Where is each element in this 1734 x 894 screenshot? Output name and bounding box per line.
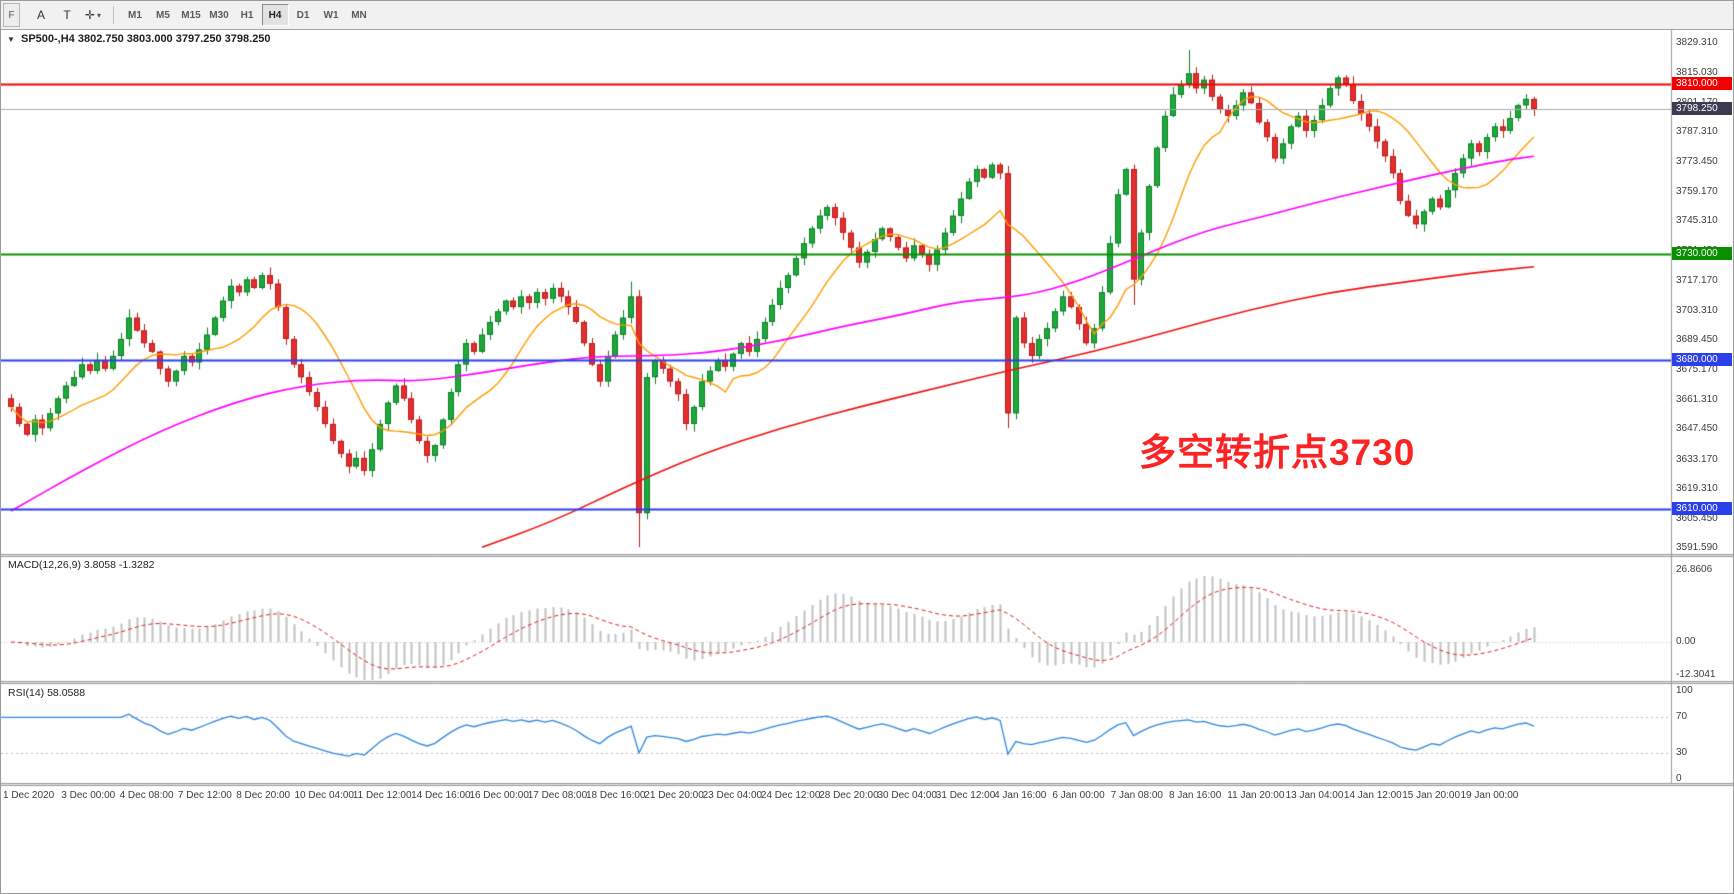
time-axis-label: 15 Jan 20:00 — [1402, 790, 1461, 801]
time-axis-label: 28 Dec 20:00 — [819, 790, 879, 801]
time-axis-label: 17 Dec 08:00 — [527, 790, 588, 801]
text-tool-icon: T — [63, 8, 71, 22]
time-axis-label: 4 Dec 08:00 — [119, 790, 174, 801]
macd-axis-label: 0.00 — [1676, 636, 1696, 647]
arrow-tool-button[interactable]: A — [29, 4, 53, 26]
price-level-badge: 3680.000 — [1672, 353, 1732, 367]
toolbar: F A T ✛ ▾ M1 M5 M15 M30 H1 H4 D1 W1 MN — [1, 1, 1733, 30]
chart-symbol-period: SP500-,H4 — [20, 33, 75, 45]
toolbar-dock-tab[interactable]: F — [3, 3, 20, 27]
price-level-badge: 3810.000 — [1672, 77, 1732, 91]
price-axis-label: 3773.450 — [1676, 155, 1718, 167]
price-axis-label: 3829.310 — [1676, 37, 1718, 48]
chart-ohlc-values: 3802.750 3803.000 3797.250 3798.250 — [77, 33, 271, 45]
price-axis-label: 3689.450 — [1676, 334, 1718, 346]
time-axis-label: 19 Jan 00:00 — [1460, 790, 1519, 801]
chart-title: ▼ SP500-,H4 3802.750 3803.000 3797.250 3… — [7, 33, 271, 45]
price-axis-label: 3647.450 — [1676, 423, 1718, 435]
timeframe-h4-button[interactable]: H4 — [261, 4, 289, 26]
time-axis-label: 16 Dec 00:00 — [469, 790, 529, 801]
crosshair-tool-icon: ✛ — [84, 8, 96, 22]
time-axis-label: 11 Dec 12:00 — [352, 790, 412, 801]
time-axis-label: 3 Dec 00:00 — [61, 790, 116, 801]
toolbar-separator — [113, 6, 114, 24]
price-axis-label: 3787.310 — [1676, 126, 1718, 138]
timeframe-mn-button[interactable]: MN — [351, 9, 367, 21]
rsi-indicator-label: RSI(14) 58.0588 — [8, 687, 86, 699]
price-axis-label: 3619.310 — [1676, 483, 1718, 495]
time-axis-label: 10 Dec 04:00 — [294, 790, 355, 801]
price-axis-label: 3675.170 — [1676, 364, 1718, 376]
price-level-badge: 3610.000 — [1672, 501, 1732, 515]
chart-text-annotation[interactable]: 多空转折点3730 — [1139, 432, 1416, 473]
arrow-tool-icon: A — [36, 8, 45, 22]
price-axis-label: 3633.170 — [1676, 453, 1718, 465]
timeframe-m30-button[interactable]: M30 — [209, 9, 229, 21]
timeframe-buttons-group: M1 M5 M15 M30 H1 H4 D1 W1 MN — [121, 4, 373, 26]
time-axis-label: 18 Dec 16:00 — [586, 790, 646, 801]
dropdown-arrow-icon: ▾ — [97, 10, 102, 20]
price-axis-label: 3703.310 — [1676, 304, 1718, 316]
time-axis-label: 14 Jan 12:00 — [1343, 790, 1402, 801]
rsi-axis-label: 70 — [1676, 711, 1688, 723]
time-axis-label: 21 Dec 20:00 — [644, 790, 704, 801]
drawing-tools-group: A T ✛ ▾ — [28, 4, 106, 26]
time-axis-label: 23 Dec 04:00 — [702, 790, 763, 801]
time-axis-label: 30 Dec 04:00 — [877, 790, 938, 801]
time-axis-label: 24 Dec 12:00 — [760, 790, 821, 801]
macd-axis-label: -12.3041 — [1676, 669, 1716, 680]
price-axis-label: 3759.170 — [1676, 186, 1718, 197]
timeframe-m15-button[interactable]: M15 — [181, 9, 201, 21]
rsi-axis-label: 0 — [1676, 773, 1682, 784]
timeframe-m5-button[interactable]: M5 — [156, 9, 170, 21]
macd-indicator-label: MACD(12,26,9) 3.8058 -1.3282 — [8, 559, 155, 571]
rsi-axis-label: 30 — [1676, 746, 1688, 758]
timeframe-m1-button[interactable]: M1 — [128, 9, 142, 21]
timeframe-h1-button[interactable]: H1 — [240, 9, 254, 21]
time-axis-label: 7 Jan 08:00 — [1110, 790, 1163, 801]
price-axis-label: 3815.030 — [1676, 67, 1718, 79]
price-axis-label: 3717.170 — [1676, 275, 1718, 287]
time-axis-label: 4 Jan 16:00 — [994, 790, 1047, 801]
text-tool-button[interactable]: T — [55, 4, 79, 26]
time-axis-label: 8 Dec 20:00 — [236, 790, 291, 801]
chart-dropdown-icon[interactable]: ▼ — [7, 35, 15, 44]
macd-axis-label: 26.8606 — [1676, 564, 1713, 575]
time-axis-label: 6 Jan 00:00 — [1052, 790, 1105, 801]
time-axis-label: 8 Jan 16:00 — [1169, 790, 1222, 801]
price-axis-label: 3591.590 — [1676, 542, 1718, 553]
price-level-badge: 3798.250 — [1672, 101, 1732, 115]
price-axis-label: 3661.310 — [1676, 393, 1718, 405]
price-axis-label: 3745.310 — [1676, 215, 1718, 227]
time-axis-label: 11 Jan 20:00 — [1227, 790, 1285, 801]
price-level-badge: 3730.000 — [1672, 246, 1732, 260]
crosshair-tool-button[interactable]: ✛ ▾ — [81, 4, 105, 26]
price-axis-label: 3605.450 — [1676, 512, 1718, 524]
timeframe-d1-button[interactable]: D1 — [296, 9, 310, 21]
time-axis-label: 14 Dec 16:00 — [411, 790, 471, 801]
time-axis-label: 31 Dec 12:00 — [935, 790, 996, 801]
time-axis-label: 7 Dec 12:00 — [177, 790, 232, 801]
rsi-axis-label: 100 — [1676, 685, 1693, 696]
timeframe-w1-button[interactable]: W1 — [323, 9, 339, 21]
time-axis-label: 13 Jan 04:00 — [1285, 790, 1344, 801]
time-axis-label: 1 Dec 2020 — [3, 790, 55, 801]
